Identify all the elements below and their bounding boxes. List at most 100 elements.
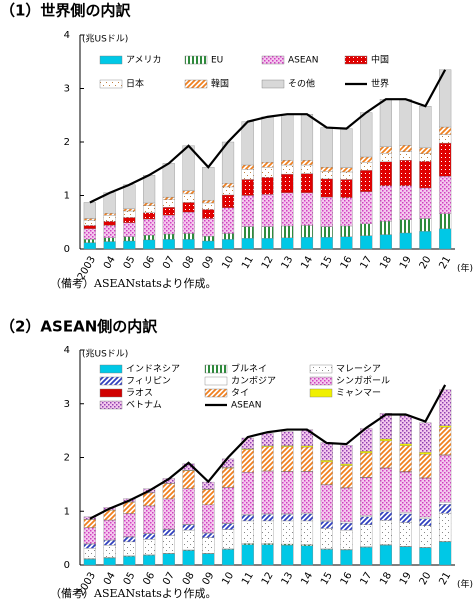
bar-segment — [182, 211, 195, 234]
bar-segment — [182, 193, 195, 203]
bar-segment — [399, 513, 412, 523]
bar-segment — [439, 513, 452, 542]
bar-segment — [162, 199, 175, 208]
bar-segment — [241, 437, 254, 449]
bar-segment — [320, 549, 333, 566]
bar-segment — [261, 446, 274, 472]
bar-segment — [439, 228, 452, 250]
chart-title: （1）世界側の内訳 — [0, 2, 131, 20]
bar-segment — [419, 147, 432, 154]
bar-segment — [221, 487, 235, 524]
bar-segment — [439, 176, 452, 214]
x-tick-label: 14 — [299, 255, 315, 272]
bar-segment — [360, 156, 373, 163]
bar-segment — [281, 237, 294, 250]
bar-segment — [399, 512, 412, 515]
bar-segment — [162, 233, 175, 240]
x-tick-label: 19 — [398, 571, 414, 588]
x-tick-label: 04 — [102, 571, 118, 588]
bar-segment — [103, 544, 116, 558]
bar-segment — [281, 520, 294, 545]
bar-segment — [379, 544, 392, 566]
bar-segment — [143, 533, 156, 540]
bar-segment — [261, 544, 274, 566]
bar-segment — [340, 465, 353, 488]
bar-segment — [83, 519, 96, 528]
bar-segment — [83, 202, 96, 219]
bar-segment — [379, 520, 392, 545]
x-tick-label: 12 — [260, 571, 276, 588]
bar-segment — [221, 233, 235, 240]
bar-segment — [103, 241, 116, 250]
y-tick-label: 3 — [64, 84, 70, 95]
bar-segment — [123, 222, 136, 237]
bar-segment — [439, 541, 452, 566]
bar-segment — [360, 524, 373, 547]
x-tick-label: 05 — [122, 571, 138, 588]
x-tick-label: 15 — [319, 571, 335, 588]
bar-segment — [241, 169, 254, 180]
bar-segment — [83, 228, 96, 240]
bar-segment — [281, 544, 294, 566]
bar-segment — [419, 187, 432, 219]
bar-segment — [379, 146, 392, 154]
bar-segment — [360, 515, 373, 517]
bar-segment — [261, 226, 274, 239]
bar-segment — [281, 514, 294, 522]
bar-segment — [182, 202, 195, 213]
bar-segment — [162, 196, 175, 200]
bar-segment — [379, 234, 392, 250]
bar-segment — [439, 126, 452, 135]
bar-segment — [320, 461, 333, 485]
legend-swatch — [99, 400, 123, 410]
bar-segment — [202, 537, 215, 554]
bar-segment — [281, 114, 294, 161]
bar-segment — [261, 166, 274, 178]
bar-segment — [103, 213, 116, 216]
x-tick-label: 06 — [141, 255, 157, 272]
bar-segment — [399, 471, 412, 513]
bar-segment — [281, 225, 294, 238]
bar-segment — [439, 455, 452, 503]
bar-segment — [439, 389, 452, 426]
bar-segment — [241, 543, 254, 545]
bar-segment — [202, 218, 215, 237]
legend-swatch — [99, 376, 123, 386]
bar-segment — [360, 112, 373, 158]
bar-segment — [399, 219, 412, 234]
bar-segment — [399, 546, 412, 566]
bar-segment — [300, 192, 314, 226]
bar-segment — [439, 501, 452, 505]
bar-segment — [143, 505, 156, 534]
bar-segment — [379, 510, 392, 512]
bar-segment — [340, 549, 353, 566]
bar-segment — [241, 164, 254, 170]
legend-label: ラオス — [126, 388, 153, 399]
bar-segment — [340, 444, 353, 465]
x-tick-label: 09 — [201, 571, 217, 588]
x-tick-label: 20 — [418, 255, 434, 272]
note: （備考）ASEANstatsより作成。 — [50, 587, 217, 600]
bar-segment — [83, 558, 96, 566]
bar-segment — [320, 171, 333, 180]
bar-segment — [83, 242, 96, 250]
bar-segment — [360, 170, 373, 192]
bar-segment — [221, 194, 235, 208]
bar-segment — [123, 208, 136, 212]
legend-label: インドネシア — [126, 364, 180, 375]
x-tick-label: 16 — [339, 571, 355, 588]
bar-segment — [360, 516, 373, 525]
bar-segment — [162, 207, 175, 216]
x-tick-label: 05 — [122, 255, 138, 272]
bar-segment — [340, 197, 353, 227]
bar-segment — [103, 540, 116, 546]
bar-segment — [379, 413, 392, 440]
y-tick-label: 0 — [64, 244, 70, 255]
bar-segment — [261, 116, 274, 163]
x-tick-label: 04 — [102, 255, 118, 272]
bar-segment — [340, 521, 353, 524]
bar-segment — [202, 209, 215, 219]
bar-segment — [340, 522, 353, 531]
bar-segment — [419, 453, 432, 478]
bar-segment — [300, 446, 314, 472]
